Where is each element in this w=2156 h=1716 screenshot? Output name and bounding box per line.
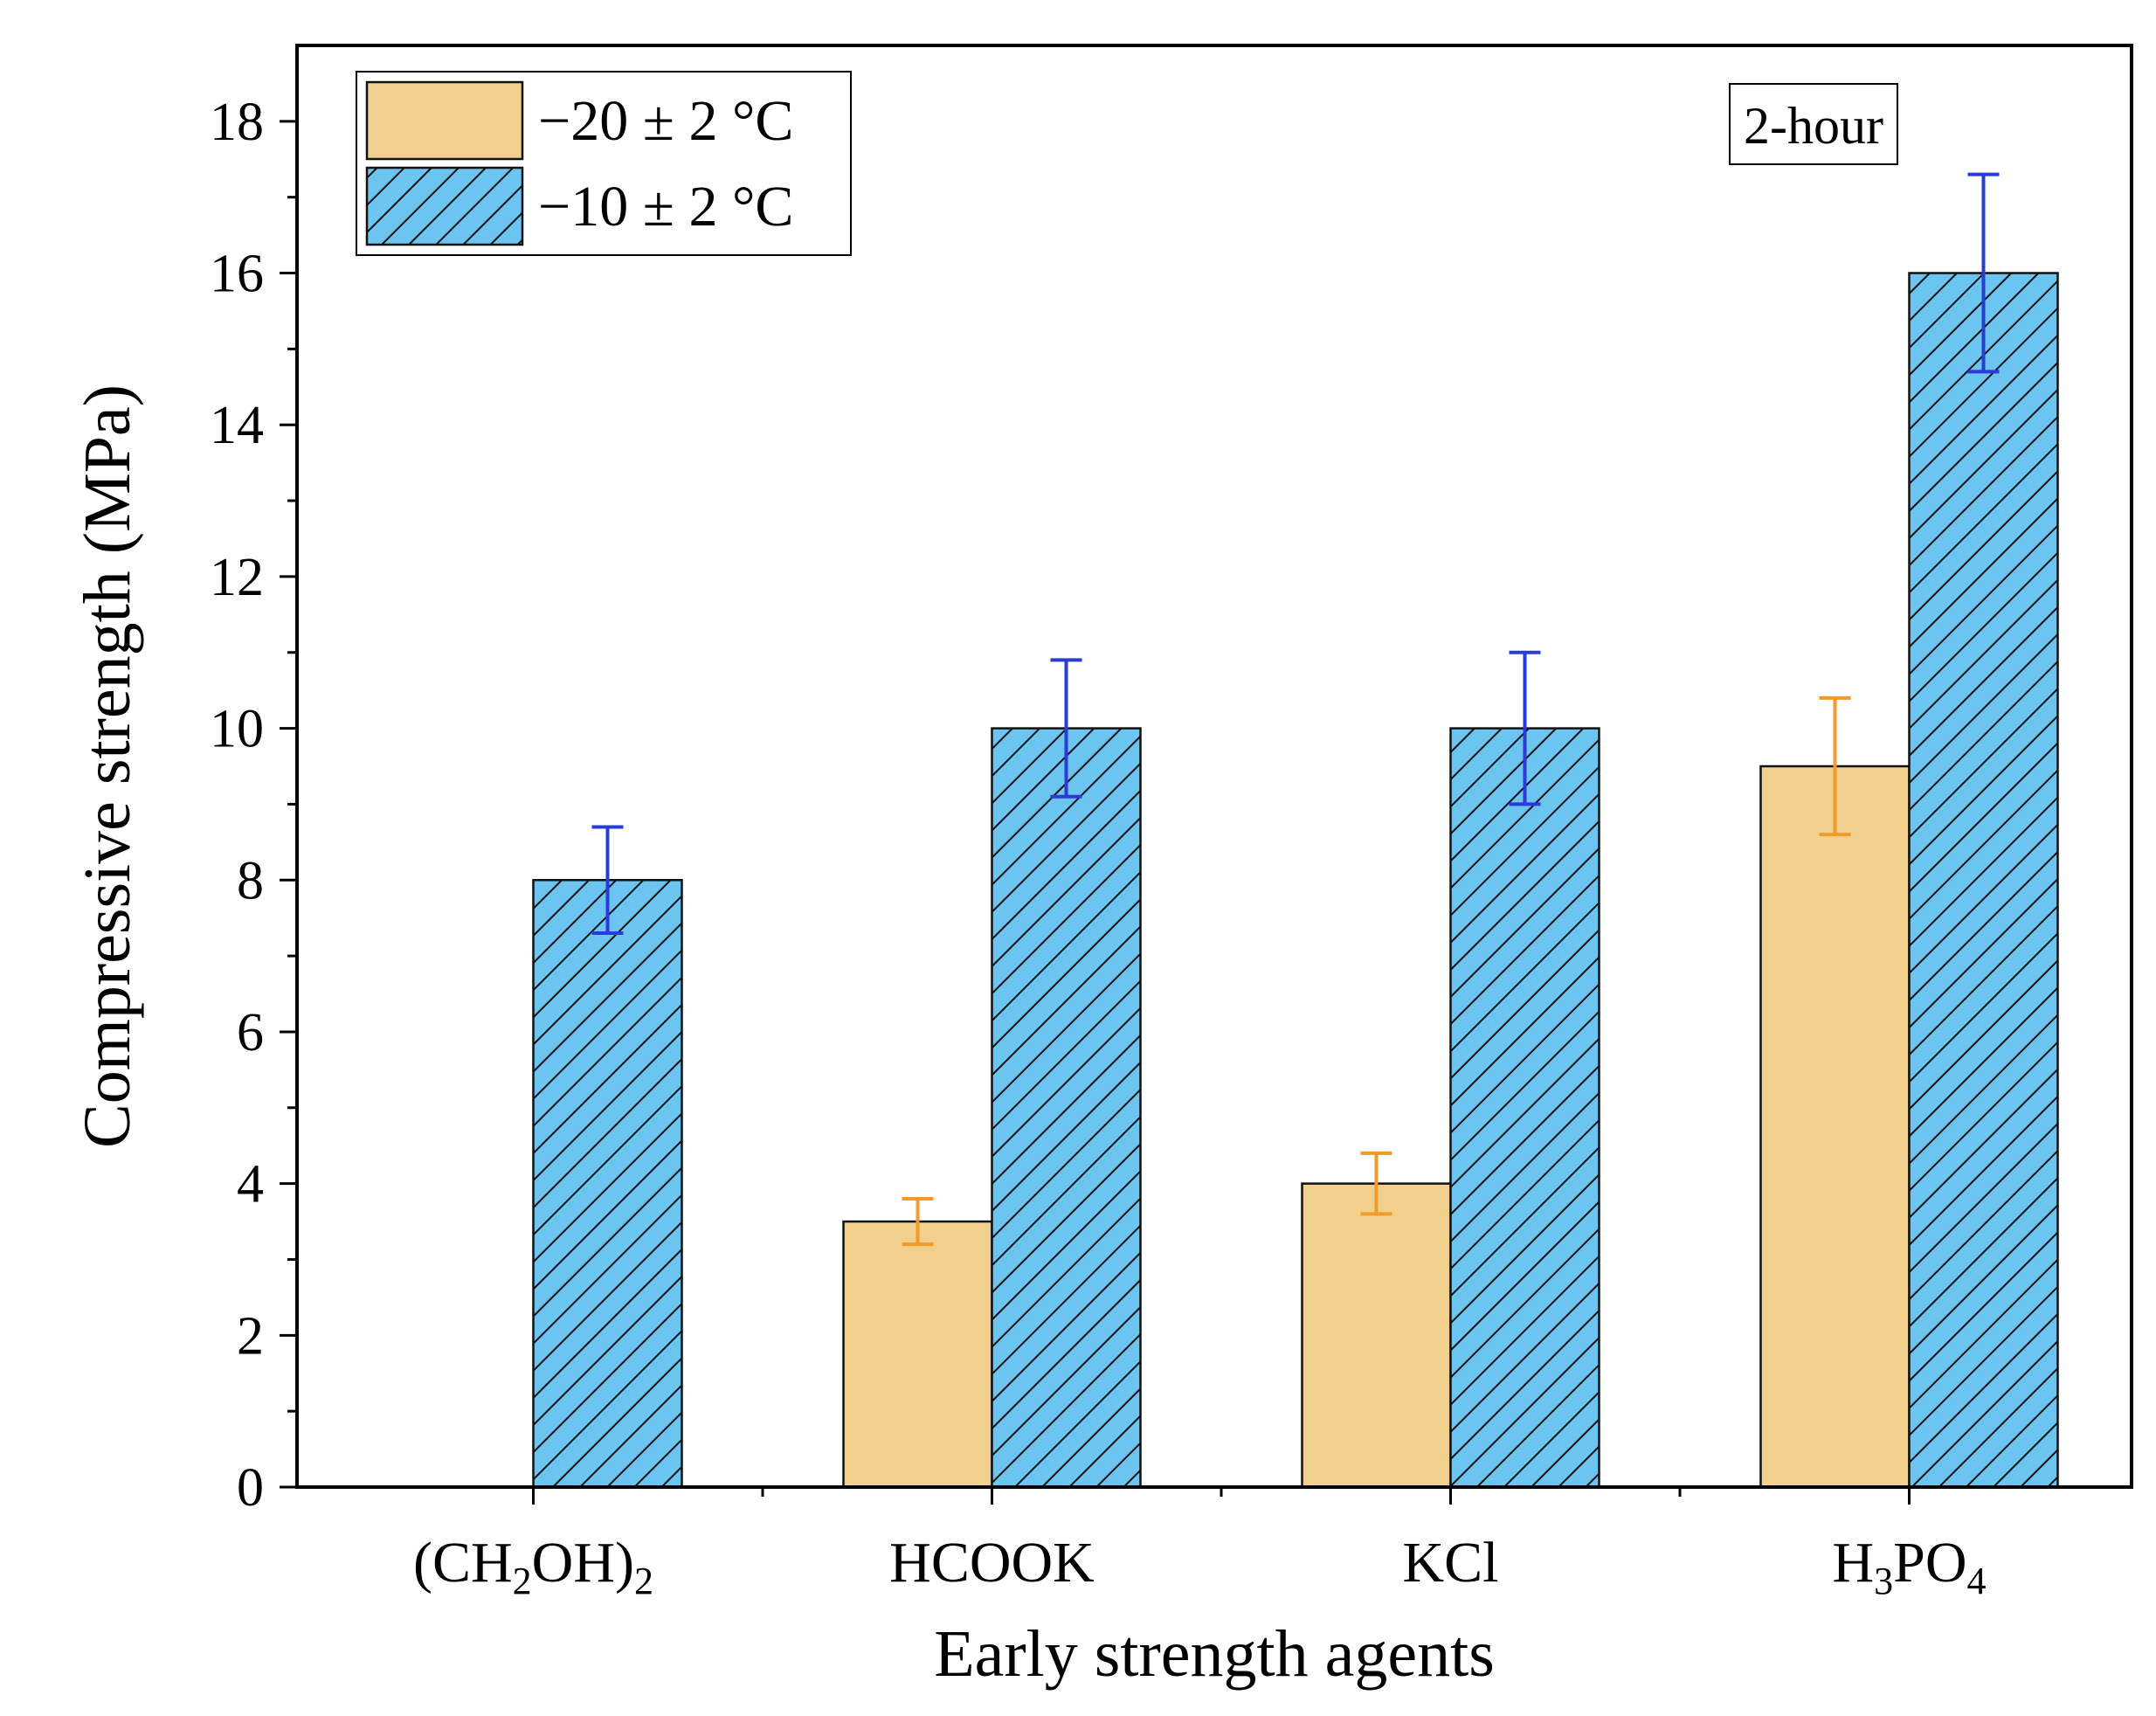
bars-layer — [532, 272, 2059, 1489]
bar-series1-1 — [842, 1220, 993, 1489]
legend-swatch-2 — [365, 166, 524, 246]
legend-label-1: −20 ± 2 °C — [538, 89, 793, 153]
y-tick-label: 10 — [210, 700, 264, 759]
error-bar-series1-1 — [902, 1197, 934, 1247]
y-tick-label: 0 — [237, 1458, 264, 1518]
x-tick-label: H3PO4 — [1832, 1531, 1986, 1602]
y-tick-label: 18 — [210, 93, 264, 152]
bar-series2-1 — [991, 727, 1142, 1489]
error-bar-series2-1 — [1050, 658, 1082, 799]
y-tick-label: 14 — [210, 396, 264, 455]
legend-label-2: −10 ± 2 °C — [538, 175, 793, 239]
y-tick-label: 4 — [237, 1155, 264, 1214]
bar-series2-3 — [1908, 272, 2059, 1489]
bar-series1-2 — [1301, 1182, 1452, 1489]
bar-series2-0 — [532, 879, 683, 1489]
y-tick-label: 12 — [210, 548, 264, 607]
bar-series2-2 — [1449, 727, 1600, 1489]
x-tick-label: HCOOK — [889, 1531, 1095, 1595]
error-bar-series2-0 — [591, 825, 624, 936]
error-bar-series1-2 — [1360, 1151, 1392, 1216]
annotation-label: 2-hour — [1744, 97, 1883, 155]
bar-series1-3 — [1759, 765, 1911, 1489]
y-tick-label: 16 — [210, 245, 264, 304]
y-tick-label: 8 — [237, 851, 264, 910]
annotation-box: 2-hour — [1729, 83, 1898, 165]
error-bar-series1-3 — [1819, 695, 1851, 837]
error-bar-series2-3 — [1967, 172, 2000, 374]
y-tick-label: 6 — [237, 1003, 264, 1062]
error-bar-series2-2 — [1509, 650, 1541, 806]
y-tick-label: 2 — [237, 1306, 264, 1366]
error-bars-layer — [591, 172, 2000, 1247]
x-tick-label: (CH2OH)2 — [413, 1531, 653, 1602]
axes-layer — [280, 44, 2133, 1505]
legend: −20 ± 2 °C −10 ± 2 °C — [356, 71, 852, 256]
y-axis-title: Compressive strength (MPa) — [71, 384, 144, 1148]
x-axis-title: Early strength agents — [934, 1617, 1495, 1691]
legend-swatch-1 — [365, 80, 524, 161]
labels-layer: 0 2 4 6 8 10 12 14 16 18 (CH2OH)2 HCOOK KCl H3PO4 — [210, 93, 1987, 1602]
plot-frame — [295, 44, 2133, 1489]
x-tick-label: KCl — [1402, 1531, 1498, 1595]
